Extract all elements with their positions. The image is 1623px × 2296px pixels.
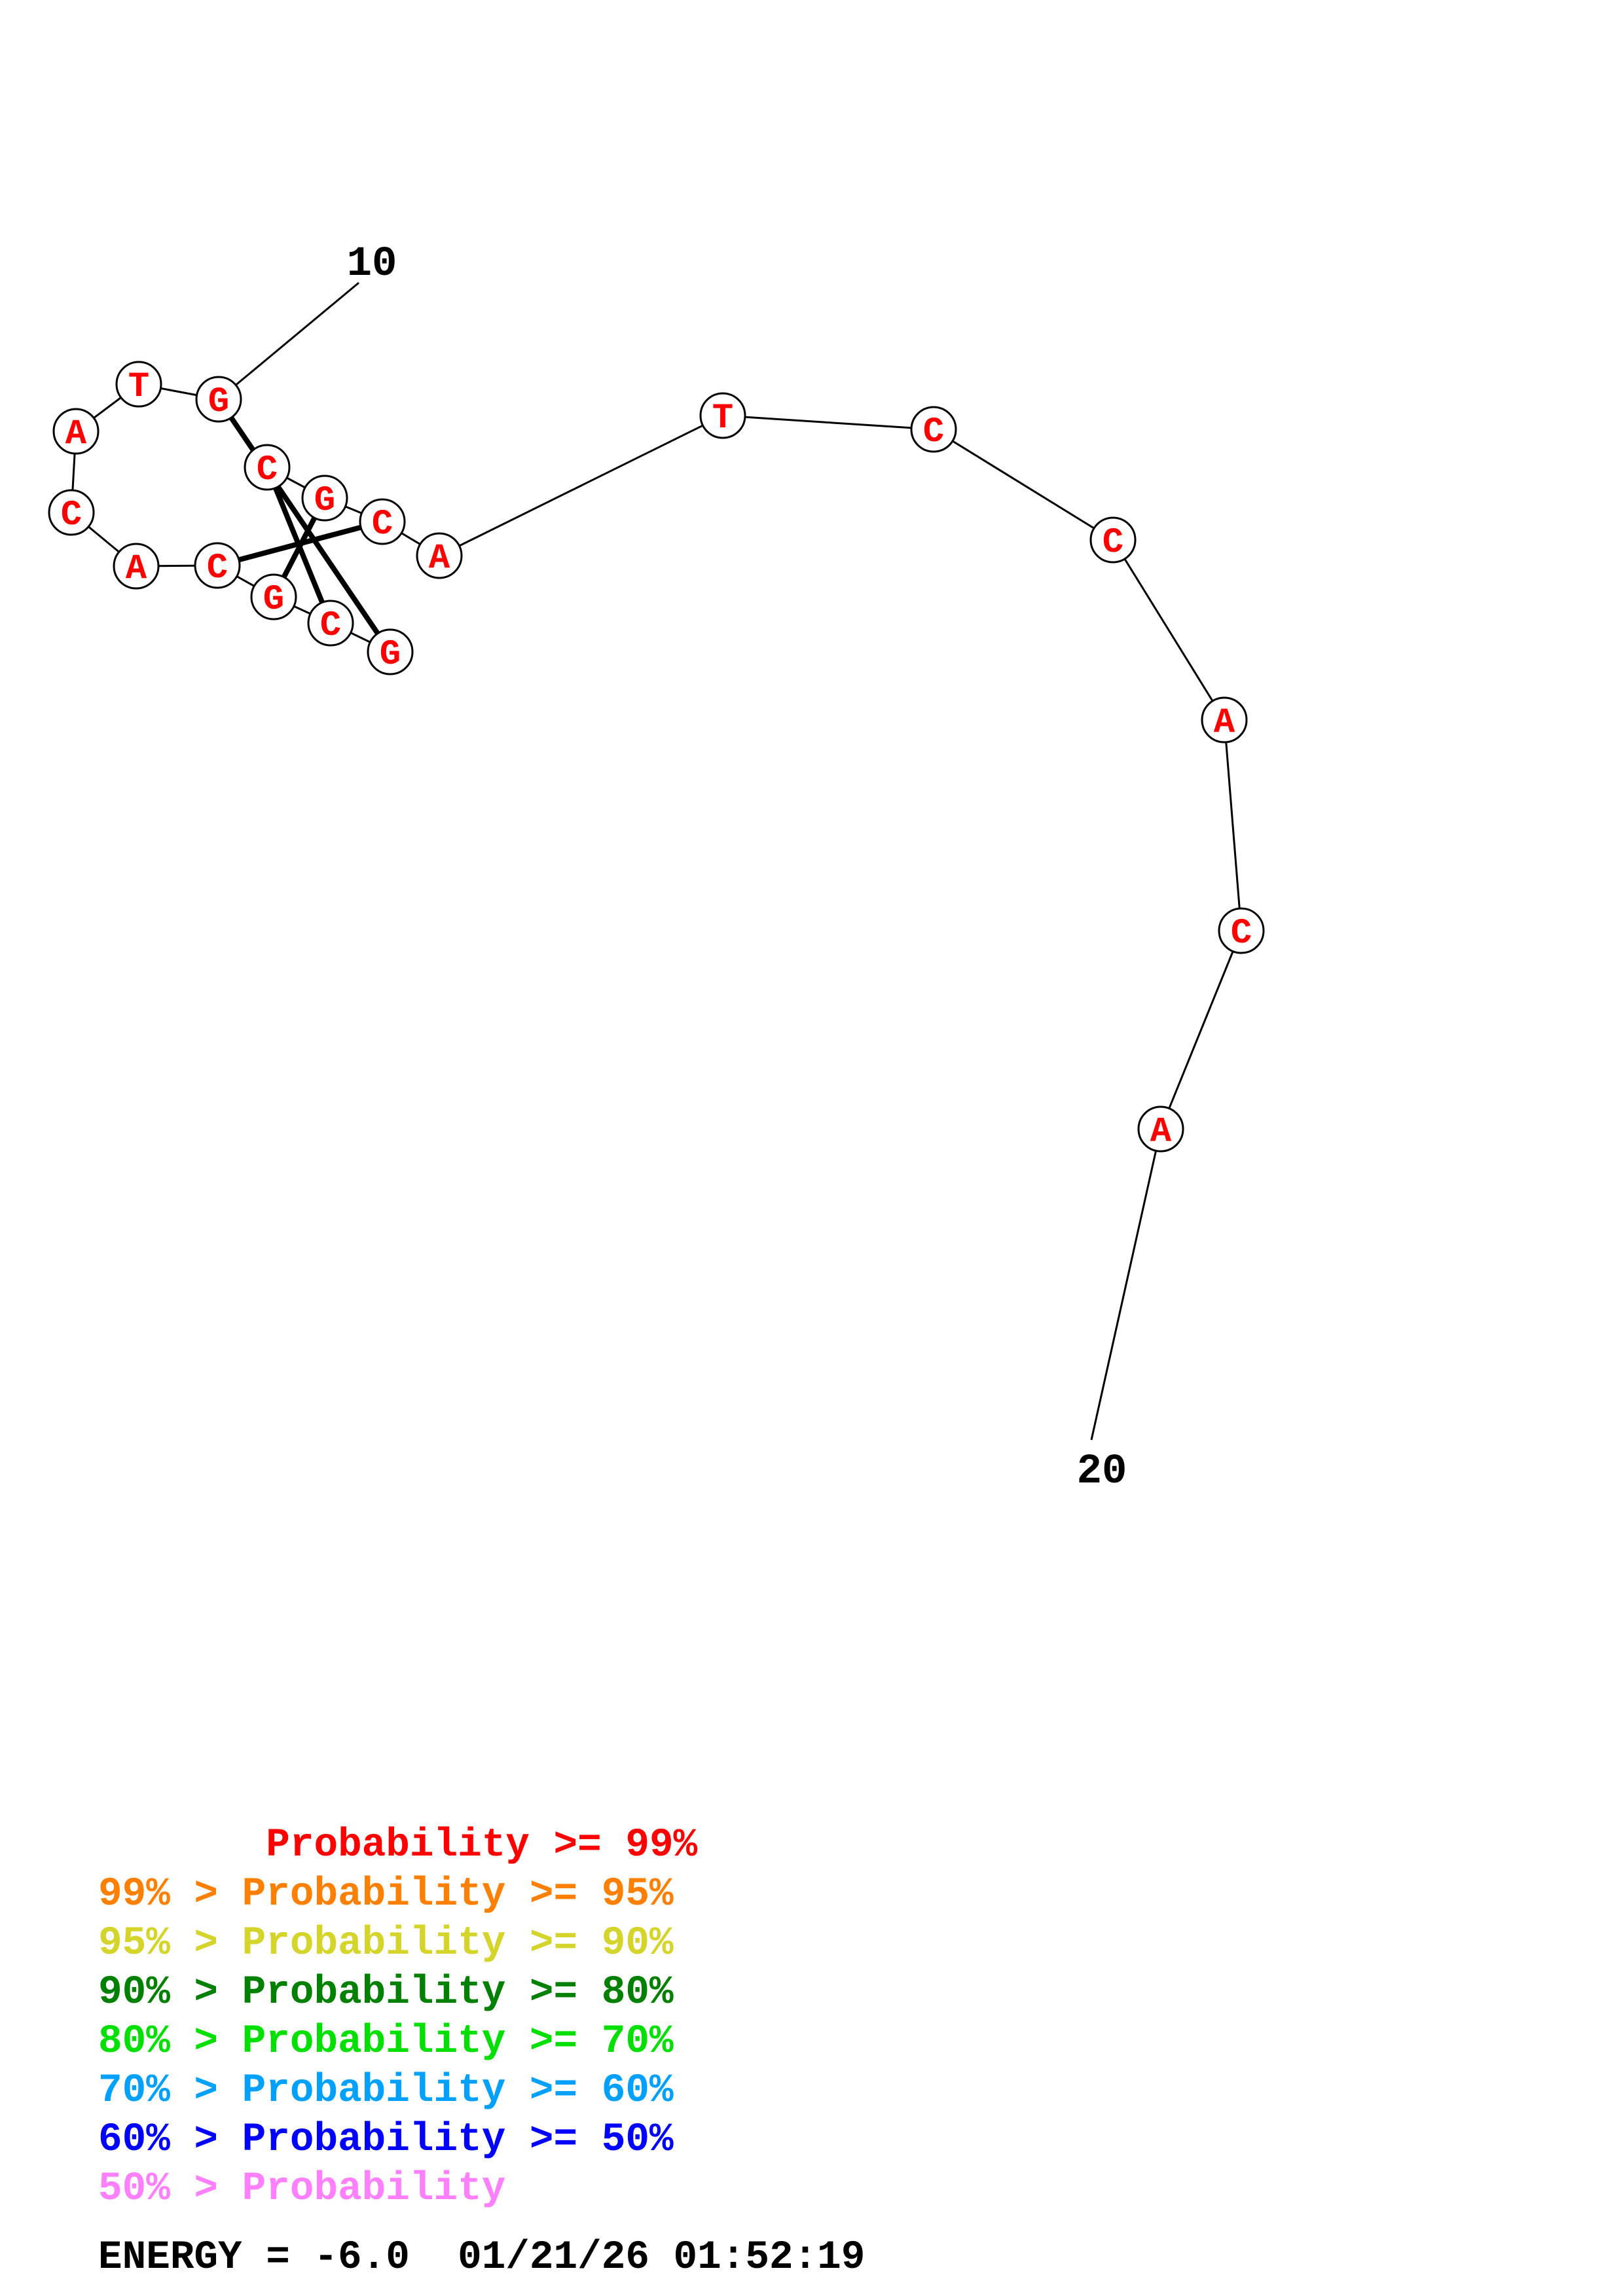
base-pair-line: [216, 519, 384, 568]
nucleotide-letter: G: [314, 481, 335, 521]
backbone-segment: [439, 414, 723, 557]
nucleotide-circle: [416, 532, 463, 579]
legend-prefix: 60% >: [98, 2117, 242, 2162]
legend-row: 95% > Probability >= 90%: [98, 1919, 697, 1968]
legend-prefix: 70% >: [98, 2068, 242, 2113]
nucleotide-circle: [195, 376, 242, 423]
legend-row: 90% > Probability >= 80%: [98, 1968, 697, 2017]
nucleotide-circle: [910, 406, 957, 453]
nucleotide-letter: G: [208, 382, 229, 422]
legend-row: 80% > Probability >= 70%: [98, 2017, 697, 2066]
legend-text: Probability >= 80%: [242, 1970, 674, 2015]
nucleotide-letter: A: [1150, 1112, 1172, 1152]
nucleotide-letter: C: [923, 412, 944, 452]
backbone-segment: [722, 414, 934, 431]
backbone-lines: [70, 383, 1243, 1130]
position-ticks: 10 20: [218, 241, 1162, 1496]
nucleotide-letter: C: [1231, 914, 1252, 954]
nucleotide: C: [244, 444, 291, 491]
nucleotide-circle: [115, 361, 162, 408]
nucleotide-circle: [1218, 907, 1265, 954]
nucleotide-circle: [367, 628, 414, 675]
nucleotide-letter: T: [128, 367, 149, 407]
backbone-segment: [1223, 719, 1243, 931]
legend-row: 99% > Probability >= 95%: [98, 1870, 697, 1919]
nucleotide: G: [301, 475, 348, 522]
legend-row: 60% > Probability >= 50%: [98, 2115, 697, 2164]
nucleotide: A: [1137, 1105, 1184, 1153]
legend-prefix: 95% >: [98, 1921, 242, 1966]
nucleotide-circle: [359, 498, 406, 545]
legend-row: 50% > Probability: [98, 2164, 697, 2214]
legend-row: 70% > Probability >= 60%: [98, 2066, 697, 2115]
legend-row: Probability >= 99%: [98, 1821, 697, 1870]
nucleotide: C: [307, 600, 354, 647]
nucleotide-circle: [113, 543, 160, 590]
nucleotide: G: [250, 573, 297, 620]
backbone-segment: [933, 428, 1114, 541]
position-tick-line: [1090, 1128, 1162, 1441]
backbone-segment: [1159, 930, 1243, 1130]
nucleotide-circle: [244, 444, 291, 491]
nucleotide-letter: C: [1103, 523, 1123, 563]
nucleotide: A: [113, 543, 160, 590]
legend-text: Probability >= 70%: [242, 2019, 674, 2064]
base-pair-line: [216, 397, 393, 654]
energy-footer: ENERGY = -6.0 01/21/26 01:52:19: [98, 2235, 866, 2280]
nucleotide-letter: C: [207, 548, 228, 588]
legend-prefix: [98, 1823, 266, 1868]
nucleotide: G: [195, 376, 242, 423]
nucleotide-letter: A: [126, 549, 147, 589]
nucleotide-circle: [307, 600, 354, 647]
position-tick-line: [218, 281, 359, 401]
nucleotide: A: [1201, 696, 1248, 744]
position-label: 10: [347, 241, 397, 288]
nucleotide-circle: [250, 573, 297, 620]
legend-text: Probability >= 99%: [266, 1823, 698, 1868]
nucleotide-letter: G: [263, 580, 284, 620]
nucleotide-letter: T: [712, 399, 733, 439]
nucleotide-letter: A: [1214, 703, 1235, 743]
nucleotide-circle: [1089, 516, 1137, 564]
nucleotide: T: [115, 361, 162, 408]
backbone-segment: [1112, 539, 1226, 721]
nucleotide-letter: C: [320, 606, 341, 646]
legend-prefix: 80% >: [98, 2019, 242, 2064]
nucleotide-circle: [52, 408, 100, 455]
nucleotide-circle: [1137, 1105, 1184, 1153]
legend-text: Probability >= 60%: [242, 2068, 674, 2113]
nucleotide: G: [367, 628, 414, 675]
nucleotide-letter: C: [257, 450, 278, 490]
legend-prefix: 99% >: [98, 1872, 242, 1917]
nucleotide: C: [910, 406, 957, 453]
legend-text: Probability >= 50%: [242, 2117, 674, 2162]
nucleotide-circle: [194, 542, 241, 589]
nucleotide-circle: [48, 489, 95, 536]
probability-legend: Probability >= 99% 99% > Probability >= 9…: [98, 1821, 697, 2214]
nucleotide-circle: [301, 475, 348, 522]
nucleotide: A: [416, 532, 463, 579]
nucleotide-letter: G: [380, 635, 401, 675]
nucleotide-circle: [699, 392, 746, 439]
legend-text: Probability >= 90%: [242, 1921, 674, 1966]
legend-text: Probability: [242, 2166, 506, 2212]
nucleotide: A: [52, 408, 100, 455]
nucleotide: C: [194, 542, 241, 589]
position-label: 20: [1077, 1448, 1127, 1496]
nucleotide: C: [48, 489, 95, 536]
nucleotide-letter: C: [61, 495, 82, 535]
legend-prefix: 50% >: [98, 2166, 242, 2212]
nucleotide-letter: A: [65, 414, 87, 454]
nucleotide: C: [1218, 907, 1265, 954]
legend-prefix: 90% >: [98, 1970, 242, 2015]
nucleotide-letter: A: [429, 539, 450, 579]
nucleotide: C: [359, 498, 406, 545]
nucleotide-circle: [1201, 696, 1248, 744]
nucleotide: C: [1089, 516, 1137, 564]
nucleotide: T: [699, 392, 746, 439]
legend-text: Probability >= 95%: [242, 1872, 674, 1917]
nucleotide-letter: C: [372, 505, 393, 545]
